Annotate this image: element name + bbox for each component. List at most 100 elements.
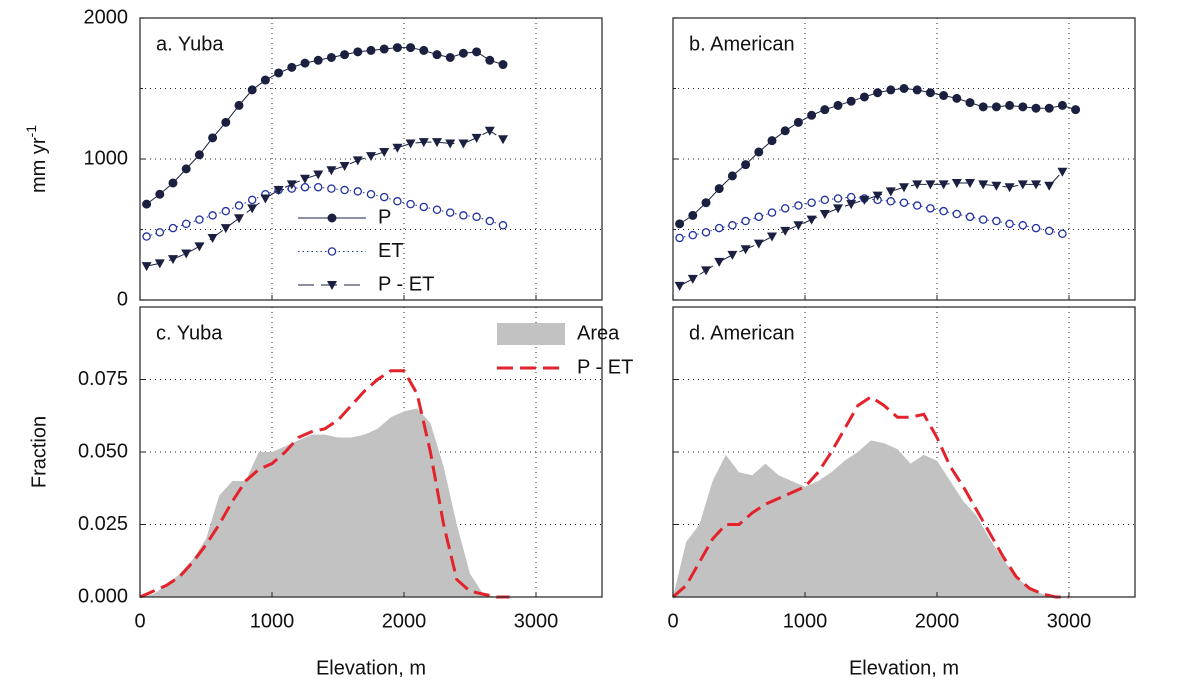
marker [379,192,389,202]
legend-label: P - ET [577,356,633,378]
marker [485,55,495,65]
marker [965,212,975,222]
marker [925,88,935,98]
marker [872,191,883,201]
legend-marker [327,281,337,290]
marker [807,110,817,120]
marker [675,233,684,243]
marker [274,68,284,78]
marker [379,44,389,54]
marker [141,262,152,272]
marker [445,208,455,217]
marker [234,201,244,210]
marker [1057,167,1068,177]
marker [432,50,442,60]
marker [859,92,869,102]
marker [767,208,777,217]
marker [753,239,764,249]
marker [247,204,258,214]
marker [952,209,962,219]
marker [485,216,495,226]
series-line [679,171,1063,287]
series-line [146,130,504,267]
marker [978,180,989,190]
marker [498,221,508,230]
marker [899,183,909,193]
marker [859,195,870,205]
marker [405,139,416,149]
series-line [146,47,504,205]
y-tick-label: 0 [117,288,128,310]
marker [339,162,350,172]
marker [155,228,165,237]
marker [794,201,803,210]
marker [406,199,415,209]
marker [458,48,468,58]
marker [1044,181,1055,191]
y-tick-label: 0.050 [78,440,128,462]
marker [833,100,843,110]
marker [899,198,909,207]
marker [313,182,323,192]
legend-label: P - ET [378,273,434,295]
marker [379,147,390,157]
marker [155,189,165,199]
marker [273,186,284,196]
x-tick-label: 3000 [514,610,559,632]
marker [366,189,376,199]
marker [780,226,791,236]
marker [926,204,935,213]
marker [168,178,178,188]
marker [1058,229,1067,238]
marker [714,223,724,233]
marker [471,133,482,143]
marker [208,133,218,143]
y-axis-label: Fraction [28,416,50,488]
marker [741,216,750,226]
legend-label: P [378,206,391,228]
marker [419,45,429,55]
marker [767,232,777,242]
marker [300,58,310,68]
marker [912,201,922,210]
marker [432,205,442,215]
marker [287,62,297,72]
marker [833,204,843,214]
marker [807,198,816,207]
marker [1044,226,1054,236]
x-tick-label: 1000 [250,610,295,632]
marker [1071,105,1081,115]
marker [472,47,482,57]
marker [701,228,711,237]
legend-label: Area [577,322,620,344]
y-tick-label: 0.075 [78,368,128,390]
x-tick-label: 0 [667,610,678,632]
marker [899,84,909,93]
marker [820,105,830,115]
y-tick-label: 1000 [84,147,129,169]
legend-label: ET [378,240,404,262]
marker [221,206,231,216]
marker [181,219,191,229]
marker [793,221,804,231]
marker [727,250,738,260]
marker [886,85,896,95]
marker [688,210,698,220]
marker [142,199,152,209]
marker [925,180,936,190]
marker [754,212,764,222]
marker [1018,102,1028,112]
legend-marker [327,213,337,223]
marker [393,197,402,206]
marker [418,138,429,148]
marker [741,160,751,170]
marker [154,259,165,269]
marker [142,232,151,241]
marker [445,139,456,149]
marker [181,249,192,259]
marker [286,180,297,190]
marker [978,215,988,224]
marker [1017,180,1028,190]
area [673,440,1069,597]
